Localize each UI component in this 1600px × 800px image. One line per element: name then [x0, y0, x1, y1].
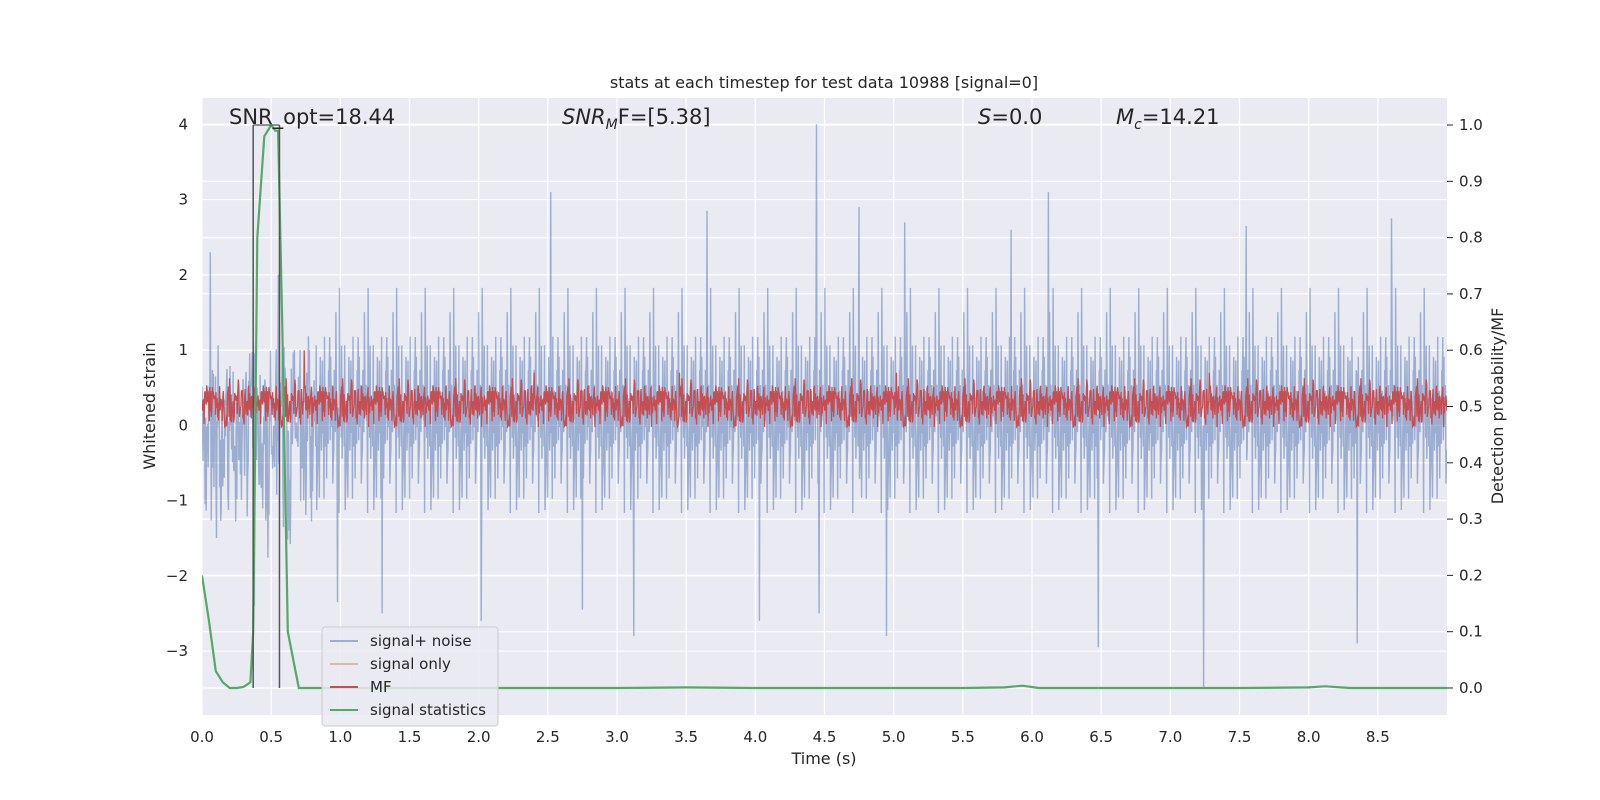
annotations: SNR_opt=18.44 SNRMF=[5.38] S=0.0 Mc=14.2…: [229, 105, 1220, 133]
y-tick-label: −1: [166, 492, 188, 510]
x-tick-label: 7.0: [1158, 728, 1182, 746]
y-tick-label: 3: [178, 191, 188, 209]
y-tick-label: 4: [178, 115, 188, 133]
y-axis-right-label: Detection probability/MF: [1488, 308, 1507, 505]
y-tick-label: −3: [166, 642, 188, 660]
x-tick-label: 6.5: [1089, 728, 1113, 746]
y-tick-label: 0: [178, 416, 188, 434]
x-tick-label: 3.5: [674, 728, 698, 746]
legend-label: signal only: [370, 655, 451, 673]
x-tick-label: 8.0: [1297, 728, 1321, 746]
y-tick-label: 2: [178, 266, 188, 284]
x-tick-label: 6.0: [1020, 728, 1044, 746]
ticks: 0.0 0.5 1.0 1.5 2.0 2.5 3.0 3.5 4.0 4.5 5.0 5.5 6.0 6…: [166, 115, 1483, 746]
y-right-tick-label: 0.9: [1459, 172, 1483, 190]
snr-opt-annotation: SNR_opt=18.44: [229, 105, 395, 130]
legend-label: MF: [370, 678, 392, 696]
y-tick-label: −2: [166, 567, 188, 585]
x-tick-label: 1.5: [398, 728, 422, 746]
legend-label: signal+ noise: [370, 632, 472, 650]
x-tick-label: 0.5: [259, 728, 283, 746]
x-tick-label: 5.0: [882, 728, 906, 746]
x-tick-label: 2.0: [467, 728, 491, 746]
x-tick-label: 2.5: [536, 728, 560, 746]
y-right-tick-label: 0.5: [1459, 398, 1483, 416]
mf-line: [202, 350, 1447, 429]
y-right-tick-label: 0.6: [1459, 341, 1483, 359]
marker-lines: [252, 124, 281, 688]
x-tick-label: 4.0: [743, 728, 767, 746]
legend-label: signal statistics: [370, 701, 486, 719]
x-tick-label: 1.0: [328, 728, 352, 746]
legend-box: [321, 626, 499, 727]
x-axis-label: Time (s): [790, 749, 856, 768]
y-right-tick-label: 0.3: [1459, 510, 1483, 528]
y-right-tick-label: 0.1: [1459, 623, 1483, 641]
y-tick-label: 1: [178, 341, 188, 359]
y-right-tick-label: 1.0: [1459, 116, 1483, 134]
legend: signal+ noise signal only MF signal statist…: [321, 626, 499, 727]
y-right-tick-label: 0.4: [1459, 454, 1483, 472]
snr-mf-annotation: SNRMF=[5.38]: [562, 105, 711, 133]
x-tick-label: 0.0: [190, 728, 214, 746]
chart-title: stats at each timestep for test data 109…: [610, 73, 1038, 92]
y-right-tick-label: 0.0: [1459, 679, 1483, 697]
y-right-tick-label: 0.7: [1459, 285, 1483, 303]
y-right-tick-label: 0.8: [1459, 229, 1483, 247]
x-tick-label: 4.5: [813, 728, 837, 746]
x-tick-label: 8.5: [1366, 728, 1390, 746]
x-tick-label: 3.0: [605, 728, 629, 746]
y-right-tick-label: 0.2: [1459, 566, 1483, 584]
x-tick-label: 5.5: [951, 728, 975, 746]
y-axis-label: Whitened strain: [140, 342, 159, 469]
mc-annotation: Mc=14.21: [1116, 105, 1220, 133]
x-tick-label: 7.5: [1228, 728, 1252, 746]
s-annotation: S=0.0: [978, 105, 1042, 129]
